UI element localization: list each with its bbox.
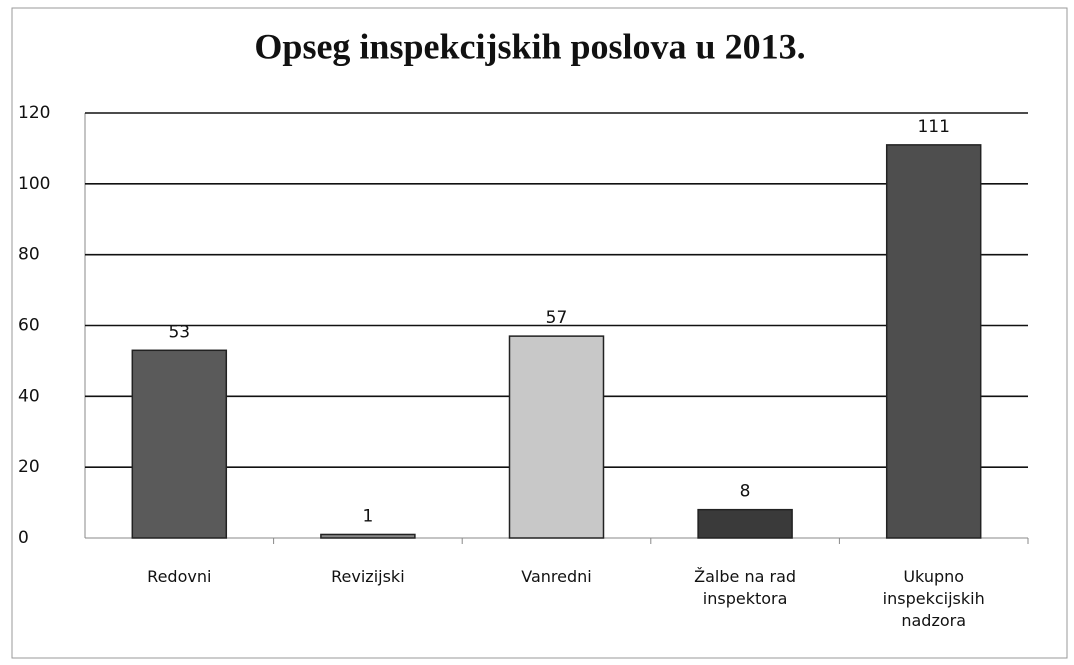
x-tick-label: Redovni [147,567,212,586]
value-label: 111 [917,117,949,137]
frame [11,7,1068,659]
y-tick-label: 20 [18,457,40,477]
x-tick-label: Revizijski [331,567,405,586]
x-tick-label: Vanredni [521,567,592,586]
x-tick-label: Žalbe na rad inspektora [694,567,797,608]
bar [320,533,416,539]
bar [885,144,982,539]
chart-title: Opseg inspekcijskih poslova u 2013. [254,26,805,66]
y-tick-label: 60 [18,316,40,336]
bar [697,508,793,539]
value-label: 53 [168,322,190,342]
bar [508,335,605,539]
x-tick-label: Ukupno inspekcijskih nadzora [882,567,985,630]
y-tick-label: 100 [18,174,50,194]
value-label: 1 [362,506,373,526]
y-tick-label: 120 [18,103,50,123]
y-tick-label: 40 [18,386,40,406]
value-label: 57 [546,308,568,328]
y-tick-label: 0 [18,528,29,548]
bar [131,349,228,539]
y-tick-label: 80 [18,245,40,265]
value-label: 8 [740,482,751,502]
